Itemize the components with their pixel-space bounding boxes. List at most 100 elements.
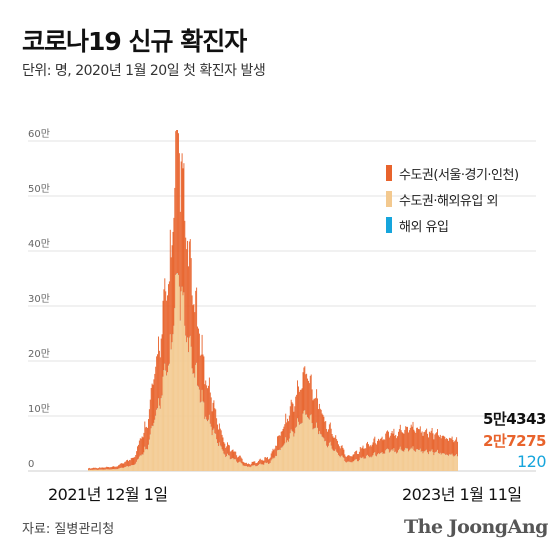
bar-other-regions xyxy=(450,454,452,471)
bar-other-regions xyxy=(338,456,340,471)
bar-capital xyxy=(289,406,291,434)
bar-other-regions xyxy=(311,423,313,471)
bar-capital xyxy=(447,439,448,455)
bar-other-regions xyxy=(448,454,450,471)
bar-other-regions xyxy=(387,448,388,471)
bar-capital xyxy=(88,468,89,470)
bar-capital xyxy=(278,435,280,450)
bar-other-regions xyxy=(167,372,168,471)
bar-other-regions xyxy=(385,450,387,471)
bar-capital xyxy=(123,463,125,468)
bar-other-regions xyxy=(363,458,365,471)
bar-capital xyxy=(96,468,98,470)
bar-other-regions xyxy=(390,450,392,471)
bar-capital xyxy=(168,284,169,366)
bar-other-regions xyxy=(123,467,125,471)
bar-other-regions xyxy=(437,450,438,471)
bar-capital xyxy=(225,447,227,458)
bar-other-regions xyxy=(142,454,144,471)
bar-other-regions xyxy=(181,286,183,471)
bar-capital xyxy=(220,430,222,447)
bar-capital xyxy=(108,467,110,470)
bar-other-regions xyxy=(356,459,358,471)
bar-capital xyxy=(344,454,346,461)
bar-other-regions xyxy=(168,363,170,471)
bar-other-regions xyxy=(178,275,179,471)
bar-other-regions xyxy=(247,466,248,471)
bar-other-regions xyxy=(118,468,120,471)
bar-other-regions xyxy=(409,449,411,471)
bar-other-regions xyxy=(135,463,137,471)
bar-capital xyxy=(455,439,457,456)
bar-capital xyxy=(316,389,318,423)
bar-other-regions xyxy=(117,469,118,471)
bar-other-regions xyxy=(298,425,300,471)
bar-other-regions xyxy=(235,459,237,471)
bar-capital xyxy=(172,231,174,335)
bar-capital xyxy=(374,436,376,453)
bar-other-regions xyxy=(130,465,132,471)
bar-capital xyxy=(150,387,152,429)
bar-capital xyxy=(199,355,201,403)
bar-capital xyxy=(311,389,313,424)
bar-capital xyxy=(187,240,188,338)
bar-other-regions xyxy=(201,390,203,471)
bar-other-regions xyxy=(179,320,181,471)
bar-capital xyxy=(399,424,401,447)
bar-capital xyxy=(117,466,118,470)
bar-capital xyxy=(217,424,218,443)
bar-capital xyxy=(362,445,364,457)
bar-capital xyxy=(275,445,277,456)
bar-capital xyxy=(188,266,189,353)
bar-capital xyxy=(331,434,333,449)
bar-capital xyxy=(422,435,424,454)
bar-capital xyxy=(398,429,400,449)
bar-capital xyxy=(383,439,385,454)
bar-capital xyxy=(270,453,272,461)
bar-other-regions xyxy=(218,446,219,471)
bar-capital xyxy=(336,439,338,452)
bar-capital xyxy=(430,430,432,451)
bar-capital xyxy=(287,418,288,441)
bar-capital xyxy=(401,432,403,451)
bar-capital xyxy=(371,444,373,457)
bar-capital xyxy=(411,426,413,449)
bar-other-regions xyxy=(176,273,178,471)
bar-capital xyxy=(348,455,349,462)
bar-other-regions xyxy=(445,455,447,471)
bar-other-regions xyxy=(434,452,436,471)
bar-capital xyxy=(285,413,287,438)
bar-other-regions xyxy=(438,453,440,471)
bar-other-regions xyxy=(196,362,198,471)
bar-capital xyxy=(91,468,93,470)
bar-capital xyxy=(294,406,296,434)
bar-other-regions xyxy=(454,455,456,471)
bar-capital xyxy=(170,257,172,350)
bar-capital xyxy=(451,436,453,454)
bar-other-regions xyxy=(206,419,208,471)
bar-other-regions xyxy=(200,401,202,471)
bar-capital xyxy=(218,429,219,446)
bar-capital xyxy=(376,444,378,457)
bar-other-regions xyxy=(285,437,287,471)
bar-capital xyxy=(298,391,300,425)
bar-capital xyxy=(452,440,454,456)
bar-other-regions xyxy=(163,370,165,471)
bar-other-regions xyxy=(173,325,175,471)
bar-other-regions xyxy=(246,466,248,471)
bar-other-regions xyxy=(128,466,130,471)
bar-other-regions xyxy=(282,446,284,471)
bar-other-regions xyxy=(320,434,322,471)
bar-capital xyxy=(388,431,389,450)
bar-other-regions xyxy=(90,469,92,471)
bar-other-regions xyxy=(286,442,288,471)
bar-other-regions xyxy=(195,365,197,471)
bar-capital xyxy=(378,438,379,454)
bar-capital xyxy=(438,435,439,454)
bar-other-regions xyxy=(221,449,223,471)
bar-capital xyxy=(195,290,197,365)
legend-swatch-other-regions xyxy=(386,191,392,207)
bar-capital xyxy=(413,429,415,451)
bar-other-regions xyxy=(398,450,399,471)
bar-other-regions xyxy=(325,441,327,471)
